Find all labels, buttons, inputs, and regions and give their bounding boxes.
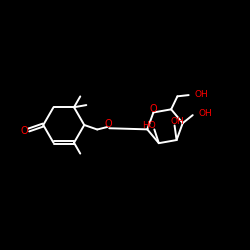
Text: O: O: [149, 104, 157, 114]
Text: OH: OH: [198, 108, 212, 118]
Text: HO: HO: [142, 121, 156, 130]
Text: O: O: [104, 119, 112, 129]
Text: OH: OH: [194, 90, 208, 99]
Text: O: O: [21, 126, 28, 136]
Text: OH: OH: [171, 117, 184, 126]
